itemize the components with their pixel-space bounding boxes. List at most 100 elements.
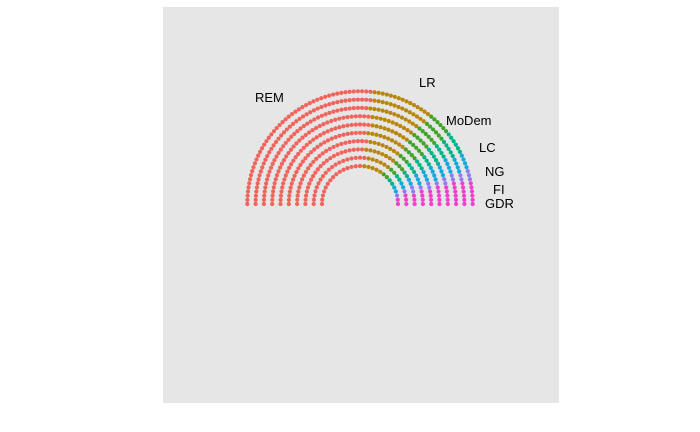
seat-fi — [402, 189, 407, 194]
seat-modem — [404, 159, 409, 164]
seat-rem — [290, 121, 296, 126]
seat-rem — [311, 197, 316, 202]
seat-lr — [374, 115, 379, 120]
seat-rem — [337, 160, 342, 165]
seat-rem — [263, 157, 268, 162]
seat-lc — [446, 132, 451, 137]
seat-rem — [273, 139, 279, 145]
seat-lr — [366, 156, 371, 161]
seat-lr — [370, 131, 375, 136]
seat-gdr — [460, 185, 466, 190]
seat-rem — [307, 140, 313, 145]
seat-modem — [419, 151, 424, 157]
seat-modem — [424, 121, 430, 126]
seat-rem — [345, 131, 350, 136]
label-ng: NG — [485, 164, 505, 179]
seat-rem — [281, 130, 287, 135]
seat-rem — [279, 133, 284, 138]
seat-rem — [311, 159, 316, 164]
seat-rem — [314, 156, 319, 161]
seat-rem — [311, 108, 316, 113]
seat-lc — [419, 166, 424, 171]
seat-rem — [297, 116, 302, 121]
seat-rem — [281, 181, 286, 186]
seat-rem — [318, 164, 323, 169]
seat-fi — [427, 185, 432, 190]
seat-fi — [466, 173, 472, 178]
seat-rem — [320, 193, 326, 198]
seat-modem — [424, 144, 429, 149]
seat-lr — [376, 90, 381, 95]
seat-rem — [304, 142, 309, 148]
seat-rem — [296, 166, 301, 171]
seat-rem — [343, 90, 348, 95]
seat-rem — [286, 197, 292, 202]
seat-rem — [334, 172, 339, 177]
seat-gdr — [470, 193, 475, 198]
seat-lr — [372, 98, 377, 103]
seat-rem — [329, 127, 334, 132]
seat-rem — [245, 189, 251, 194]
seat-rem — [359, 105, 365, 111]
seat-rem — [328, 178, 333, 183]
seat-rem — [264, 139, 269, 144]
seat-rem — [321, 122, 326, 127]
seat-lc — [434, 144, 439, 149]
seat-rem — [325, 181, 330, 186]
seat-rem — [357, 130, 363, 135]
seat-rem — [282, 177, 287, 182]
seat-lc — [417, 162, 422, 167]
seat-rem — [345, 114, 350, 120]
seat-rem — [333, 117, 338, 122]
seat-gdr — [403, 193, 408, 198]
seat-ng — [406, 177, 412, 182]
seat-gdr — [453, 197, 459, 202]
seat-rem — [278, 193, 284, 198]
seat-lr — [383, 153, 389, 159]
seat-rem — [290, 177, 296, 182]
seat-rem — [335, 108, 340, 113]
seat-ng — [457, 169, 462, 174]
seat-rem — [311, 99, 316, 104]
seat-rem — [327, 102, 332, 107]
seat-ng — [462, 161, 468, 166]
seat-lr — [405, 128, 410, 133]
seat-rem — [311, 137, 316, 142]
seat-rem — [297, 138, 302, 143]
seat-lc — [449, 135, 454, 140]
seat-rem — [303, 197, 308, 202]
seat-rem — [366, 122, 371, 128]
seat-rem — [323, 94, 328, 99]
seat-rem — [368, 98, 373, 103]
seat-rem — [269, 132, 274, 137]
seat-rem — [295, 201, 300, 207]
seat-lr — [372, 149, 377, 154]
seat-rem — [337, 116, 342, 121]
seat-rem — [303, 102, 309, 108]
seat-rem — [317, 123, 322, 129]
seat-rem — [267, 150, 272, 155]
seat-rem — [293, 109, 298, 114]
seat-lc — [412, 169, 417, 175]
seat-gdr — [462, 197, 467, 202]
seat-fi — [426, 181, 431, 186]
seat-rem — [254, 189, 259, 194]
seat-rem — [321, 161, 326, 166]
seat-rem — [351, 97, 356, 102]
seat-rem — [294, 119, 299, 124]
seat-lr — [384, 100, 389, 106]
seat-ng — [440, 173, 446, 178]
seat-rem — [278, 165, 283, 170]
seat-fi — [458, 173, 463, 178]
seat-rem — [351, 106, 356, 111]
seat-lc — [450, 153, 455, 159]
seat-lc — [455, 146, 461, 151]
seat-rem — [335, 91, 340, 96]
seat-ng — [455, 165, 460, 170]
seat-lc — [444, 143, 449, 148]
seat-ng — [437, 165, 442, 170]
seat-rem — [345, 157, 350, 162]
seat-modem — [420, 129, 425, 134]
seat-lr — [389, 138, 395, 143]
seat-gdr — [436, 193, 442, 198]
